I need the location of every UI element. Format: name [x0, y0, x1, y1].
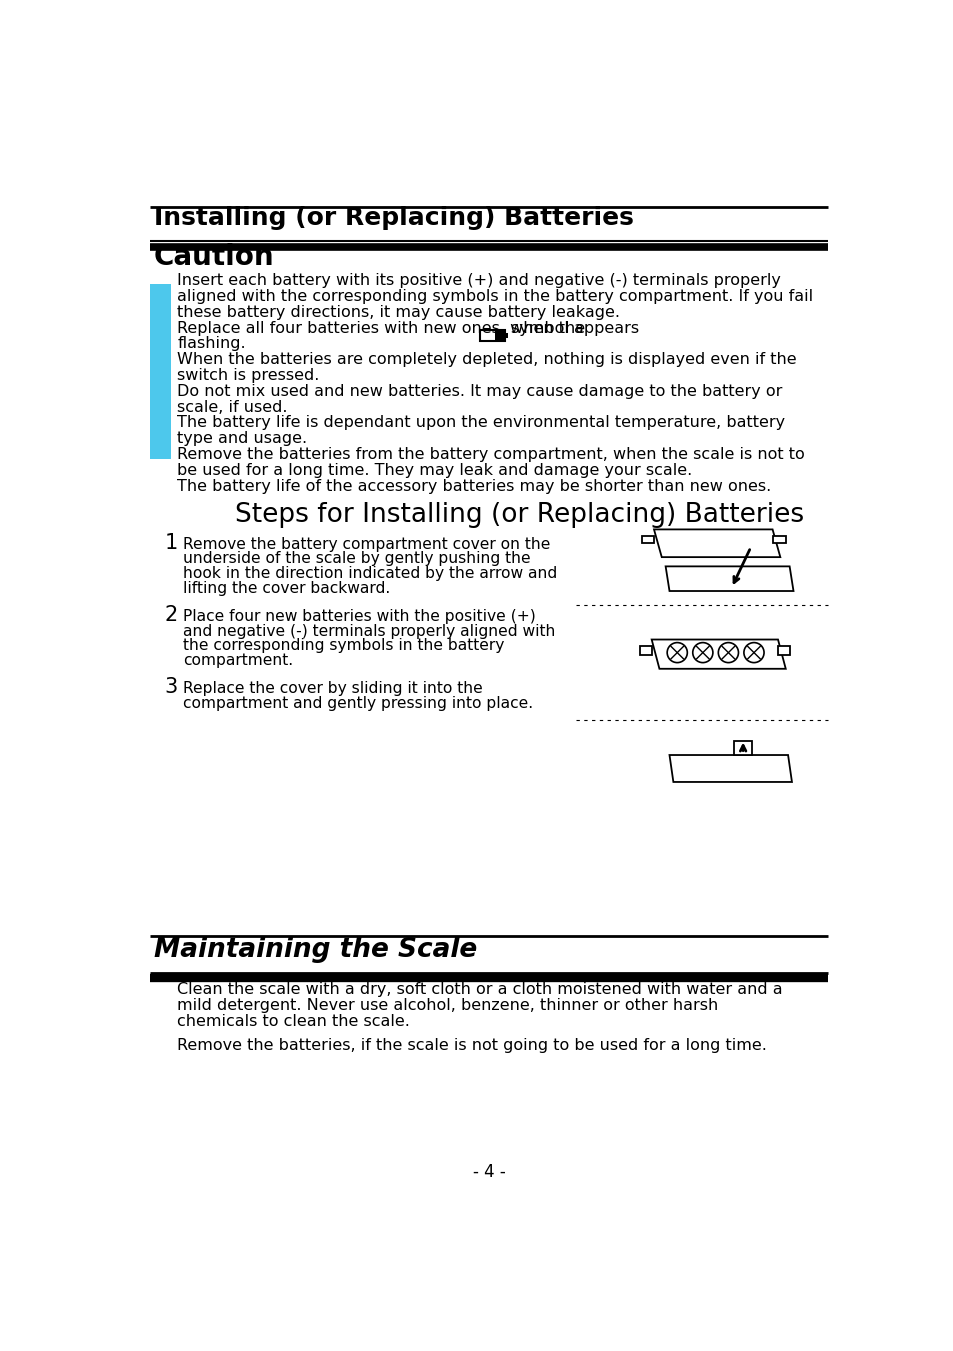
Text: type and usage.: type and usage. — [177, 431, 307, 446]
Text: Remove the battery compartment cover on the: Remove the battery compartment cover on … — [183, 536, 550, 551]
Text: Replace all four batteries with new ones, when the: Replace all four batteries with new ones… — [177, 320, 585, 335]
Text: The battery life is dependant upon the environmental temperature, battery: The battery life is dependant upon the e… — [177, 415, 784, 431]
Text: When the batteries are completely depleted, nothing is displayed even if the: When the batteries are completely deplet… — [177, 353, 796, 367]
Text: 1: 1 — [164, 532, 177, 553]
Text: compartment and gently pressing into place.: compartment and gently pressing into pla… — [183, 696, 533, 711]
Polygon shape — [778, 646, 789, 655]
Polygon shape — [669, 755, 791, 782]
Text: Caution: Caution — [154, 243, 274, 270]
Bar — [495, 331, 503, 340]
Text: Replace the cover by sliding it into the: Replace the cover by sliding it into the — [183, 681, 482, 696]
Polygon shape — [654, 530, 780, 557]
Text: - 4 -: - 4 - — [472, 1163, 505, 1181]
Polygon shape — [665, 566, 793, 590]
Text: be used for a long time. They may leak and damage your scale.: be used for a long time. They may leak a… — [177, 463, 692, 478]
Text: Clean the scale with a dry, soft cloth or a cloth moistened with water and a: Clean the scale with a dry, soft cloth o… — [177, 982, 782, 997]
Text: Installing (or Replacing) Batteries: Installing (or Replacing) Batteries — [154, 207, 634, 230]
Text: compartment.: compartment. — [183, 653, 293, 667]
Text: Maintaining the Scale: Maintaining the Scale — [154, 936, 476, 963]
Text: Steps for Installing (or Replacing) Batteries: Steps for Installing (or Replacing) Batt… — [235, 501, 803, 528]
Text: 2: 2 — [164, 605, 177, 626]
Text: mild detergent. Never use alcohol, benzene, thinner or other harsh: mild detergent. Never use alcohol, benze… — [177, 998, 718, 1013]
Text: the corresponding symbols in the battery: the corresponding symbols in the battery — [183, 638, 503, 654]
Polygon shape — [639, 646, 651, 655]
Text: underside of the scale by gently pushing the: underside of the scale by gently pushing… — [183, 551, 530, 566]
Text: flashing.: flashing. — [177, 336, 246, 351]
Bar — [150, 284, 171, 458]
Text: symbol appears: symbol appears — [511, 320, 639, 335]
Bar — [505, 334, 508, 338]
Text: Do not mix used and new batteries. It may cause damage to the battery or: Do not mix used and new batteries. It ma… — [177, 384, 781, 399]
Text: these battery directions, it may cause battery leakage.: these battery directions, it may cause b… — [177, 305, 619, 320]
Text: scale, if used.: scale, if used. — [177, 400, 288, 415]
Text: switch is pressed.: switch is pressed. — [177, 367, 319, 384]
Text: Place four new batteries with the positive (+): Place four new batteries with the positi… — [183, 609, 535, 624]
Polygon shape — [651, 639, 785, 669]
Text: Remove the batteries, if the scale is not going to be used for a long time.: Remove the batteries, if the scale is no… — [177, 1038, 766, 1052]
Polygon shape — [772, 535, 785, 543]
Text: hook in the direction indicated by the arrow and: hook in the direction indicated by the a… — [183, 566, 557, 581]
Text: Insert each battery with its positive (+) and negative (-) terminals properly: Insert each battery with its positive (+… — [177, 273, 781, 288]
Text: Remove the batteries from the battery compartment, when the scale is not to: Remove the batteries from the battery co… — [177, 447, 804, 462]
Polygon shape — [641, 535, 654, 543]
Polygon shape — [733, 742, 752, 755]
Bar — [479, 331, 505, 342]
Text: chemicals to clean the scale.: chemicals to clean the scale. — [177, 1015, 410, 1029]
Text: and negative (-) terminals properly aligned with: and negative (-) terminals properly alig… — [183, 624, 555, 639]
Text: lifting the cover backward.: lifting the cover backward. — [183, 581, 390, 596]
Text: aligned with the corresponding symbols in the battery compartment. If you fail: aligned with the corresponding symbols i… — [177, 289, 813, 304]
Text: 3: 3 — [164, 677, 177, 697]
Text: The battery life of the accessory batteries may be shorter than new ones.: The battery life of the accessory batter… — [177, 478, 771, 493]
